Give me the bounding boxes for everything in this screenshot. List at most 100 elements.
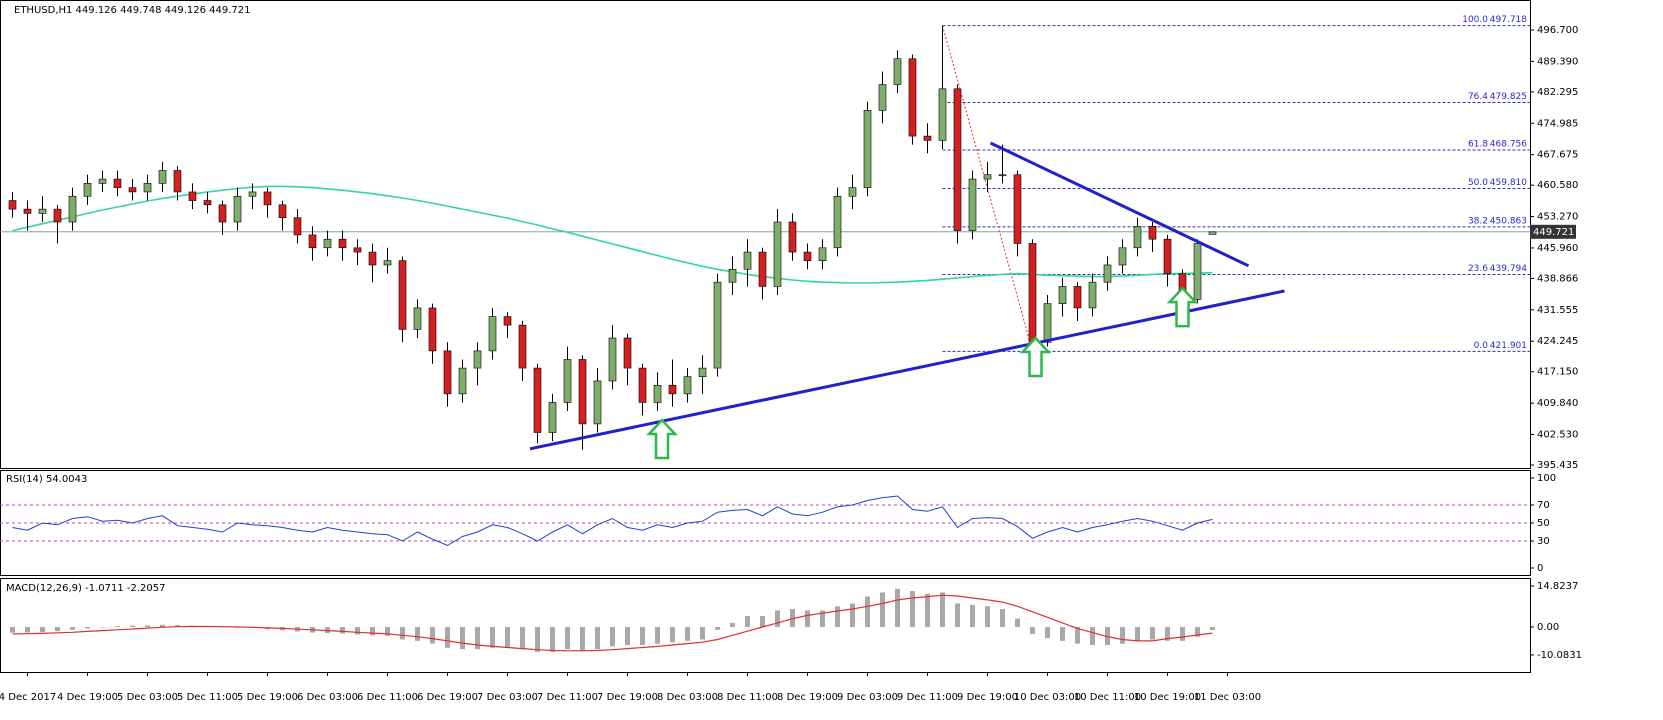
macd-bar [490,627,495,648]
x-tick-label: 5 Dec 11:00 [177,692,238,703]
candle-body [578,359,587,425]
x-tick-label: 8 Dec 19:00 [777,692,838,703]
y-tick-label: 14.8237 [1537,581,1578,592]
macd-bar [730,622,735,628]
candle-body [308,234,317,249]
candle-body [1058,286,1067,304]
candle-body [323,238,332,249]
macd-bar [535,627,540,652]
macd-bar [1000,609,1005,628]
candle-body [548,402,557,433]
candle-body [758,251,767,287]
fib-price-label: 439.794 [1490,264,1527,274]
y-tick-label: 402.530 [1537,430,1578,441]
macd-bar [1150,627,1155,640]
candle-body [53,208,62,223]
candle-body [803,251,812,261]
macd-bar [955,603,960,628]
y-tick-label: 445.960 [1537,243,1578,254]
macd-bar [880,592,885,628]
candle-body [1118,247,1127,266]
candle-body [1088,281,1097,309]
macd-bar [1105,627,1110,646]
macd-bar [1210,627,1215,630]
macd-bar [415,627,420,641]
macd-panel [0,578,1531,673]
fib-level-label: 38.2 [1468,216,1488,226]
macd-bar [1090,627,1095,646]
macd-bar [85,627,90,629]
candle-body [608,337,617,382]
candle-body [353,247,362,253]
macd-bar [670,627,675,643]
candle-body [218,204,227,223]
fib-level-label: 23.6 [1468,264,1488,274]
candle-body [1148,226,1157,240]
candle-body [848,187,857,197]
candle-body [83,183,92,197]
macd-bar [1195,627,1200,637]
y-tick-label: 424.245 [1537,336,1578,347]
rsi-title: RSI(14) 54.0043 [6,474,87,485]
fib-price-label: 450.863 [1490,216,1527,226]
candle-body [368,251,377,266]
macd-bar [520,627,525,650]
macd-bar [745,615,750,628]
fib-level-label: 50.0 [1468,178,1488,188]
candle-body [998,174,1007,177]
macd-bar [625,627,630,646]
candle-body [923,135,932,141]
candle-body [563,359,572,403]
candle-body [248,191,257,197]
candle-body [1028,243,1037,343]
x-tick-label: 10 Dec 11:00 [1074,692,1141,703]
candle-body [278,204,287,219]
fib-level-label: 100.0 [1462,15,1488,25]
macd-bar [100,627,105,628]
candle-body [38,208,47,214]
macd-bar [115,626,120,628]
signal-line [12,594,1213,652]
y-tick-label: 100 [1537,473,1556,484]
macd-bar [940,592,945,628]
candle-body [623,337,632,369]
y-tick-label: 467.675 [1537,150,1578,161]
x-tick-label: 10 Dec 03:00 [1014,692,1081,703]
fib-price-label: 468.756 [1490,140,1527,150]
candle-body [893,58,902,85]
candle-body [593,380,602,425]
fib-price-label: 479.825 [1490,92,1527,102]
candle-body [1043,303,1052,343]
candle-body [518,324,527,369]
x-tick-label: 9 Dec 11:00 [897,692,958,703]
x-tick-label: 6 Dec 03:00 [297,692,358,703]
y-tick-label: 453.270 [1537,212,1578,223]
y-tick-label: 70 [1537,500,1550,511]
candle-body [203,200,212,206]
candle-body [1073,286,1082,309]
macd-bar [1120,627,1125,644]
candle-body [638,367,647,403]
x-tick-label: 10 Dec 19:00 [1134,692,1201,703]
macd-bar [1015,618,1020,628]
macd-bar [655,627,660,644]
y-tick-label: 460.580 [1537,180,1578,191]
candle-body [953,88,962,231]
candle-body [488,316,497,352]
x-tick-label: 5 Dec 03:00 [117,692,178,703]
macd-bar [790,609,795,628]
x-tick-label: 8 Dec 11:00 [717,692,778,703]
macd-bar [760,615,765,628]
macd-bar [610,627,615,647]
candle-body [233,195,242,223]
candle-body [128,187,137,193]
candle-body [818,247,827,261]
macd-bar [505,627,510,648]
price-box [1530,224,1576,239]
macd-bar [685,627,690,641]
macd-bar [640,627,645,646]
macd-bar [775,610,780,628]
y-tick-label: 474.985 [1537,118,1578,129]
macd-bar [970,604,975,628]
macd-bar [40,627,45,633]
